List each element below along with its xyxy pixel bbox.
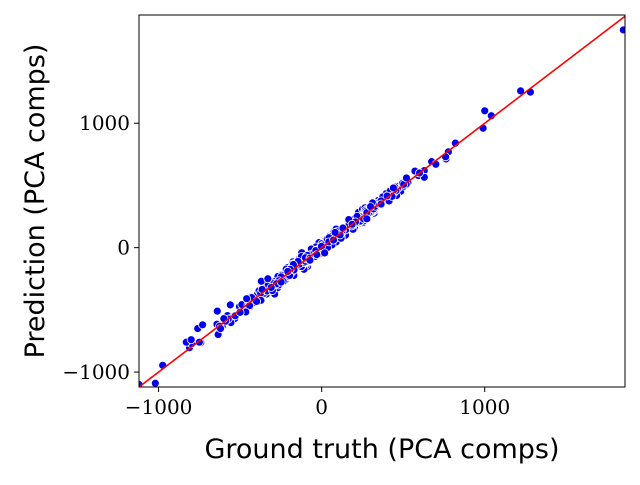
x-tick-label: 1000 bbox=[459, 395, 510, 419]
plot-frame bbox=[138, 14, 626, 388]
data-point bbox=[376, 199, 386, 209]
y-tick-label: 1000 bbox=[79, 111, 130, 135]
data-point bbox=[242, 294, 252, 304]
data-point bbox=[186, 335, 196, 345]
reference-line-layer bbox=[139, 15, 625, 387]
data-point bbox=[198, 320, 208, 330]
x-tick-label: −1000 bbox=[125, 395, 193, 419]
y-axis-title: Prediction (PCA comps) bbox=[20, 44, 51, 359]
y-tick-label: −1000 bbox=[62, 360, 130, 384]
data-point bbox=[618, 25, 625, 35]
data-point bbox=[150, 378, 160, 387]
x-axis-title: Ground truth (PCA comps) bbox=[204, 434, 559, 465]
identity-line bbox=[139, 15, 625, 387]
y-tick-label: 0 bbox=[117, 236, 130, 260]
data-point bbox=[212, 306, 222, 316]
data-point bbox=[225, 300, 235, 310]
data-point bbox=[382, 191, 392, 201]
data-point bbox=[480, 106, 490, 116]
data-point bbox=[362, 214, 372, 224]
data-point bbox=[263, 274, 273, 284]
x-axis-ticks: −1000 0 1000 bbox=[125, 387, 510, 419]
x-tick-label: 0 bbox=[315, 395, 328, 419]
data-point bbox=[320, 248, 330, 258]
y-axis-ticks: −1000 0 1000 bbox=[62, 111, 139, 384]
